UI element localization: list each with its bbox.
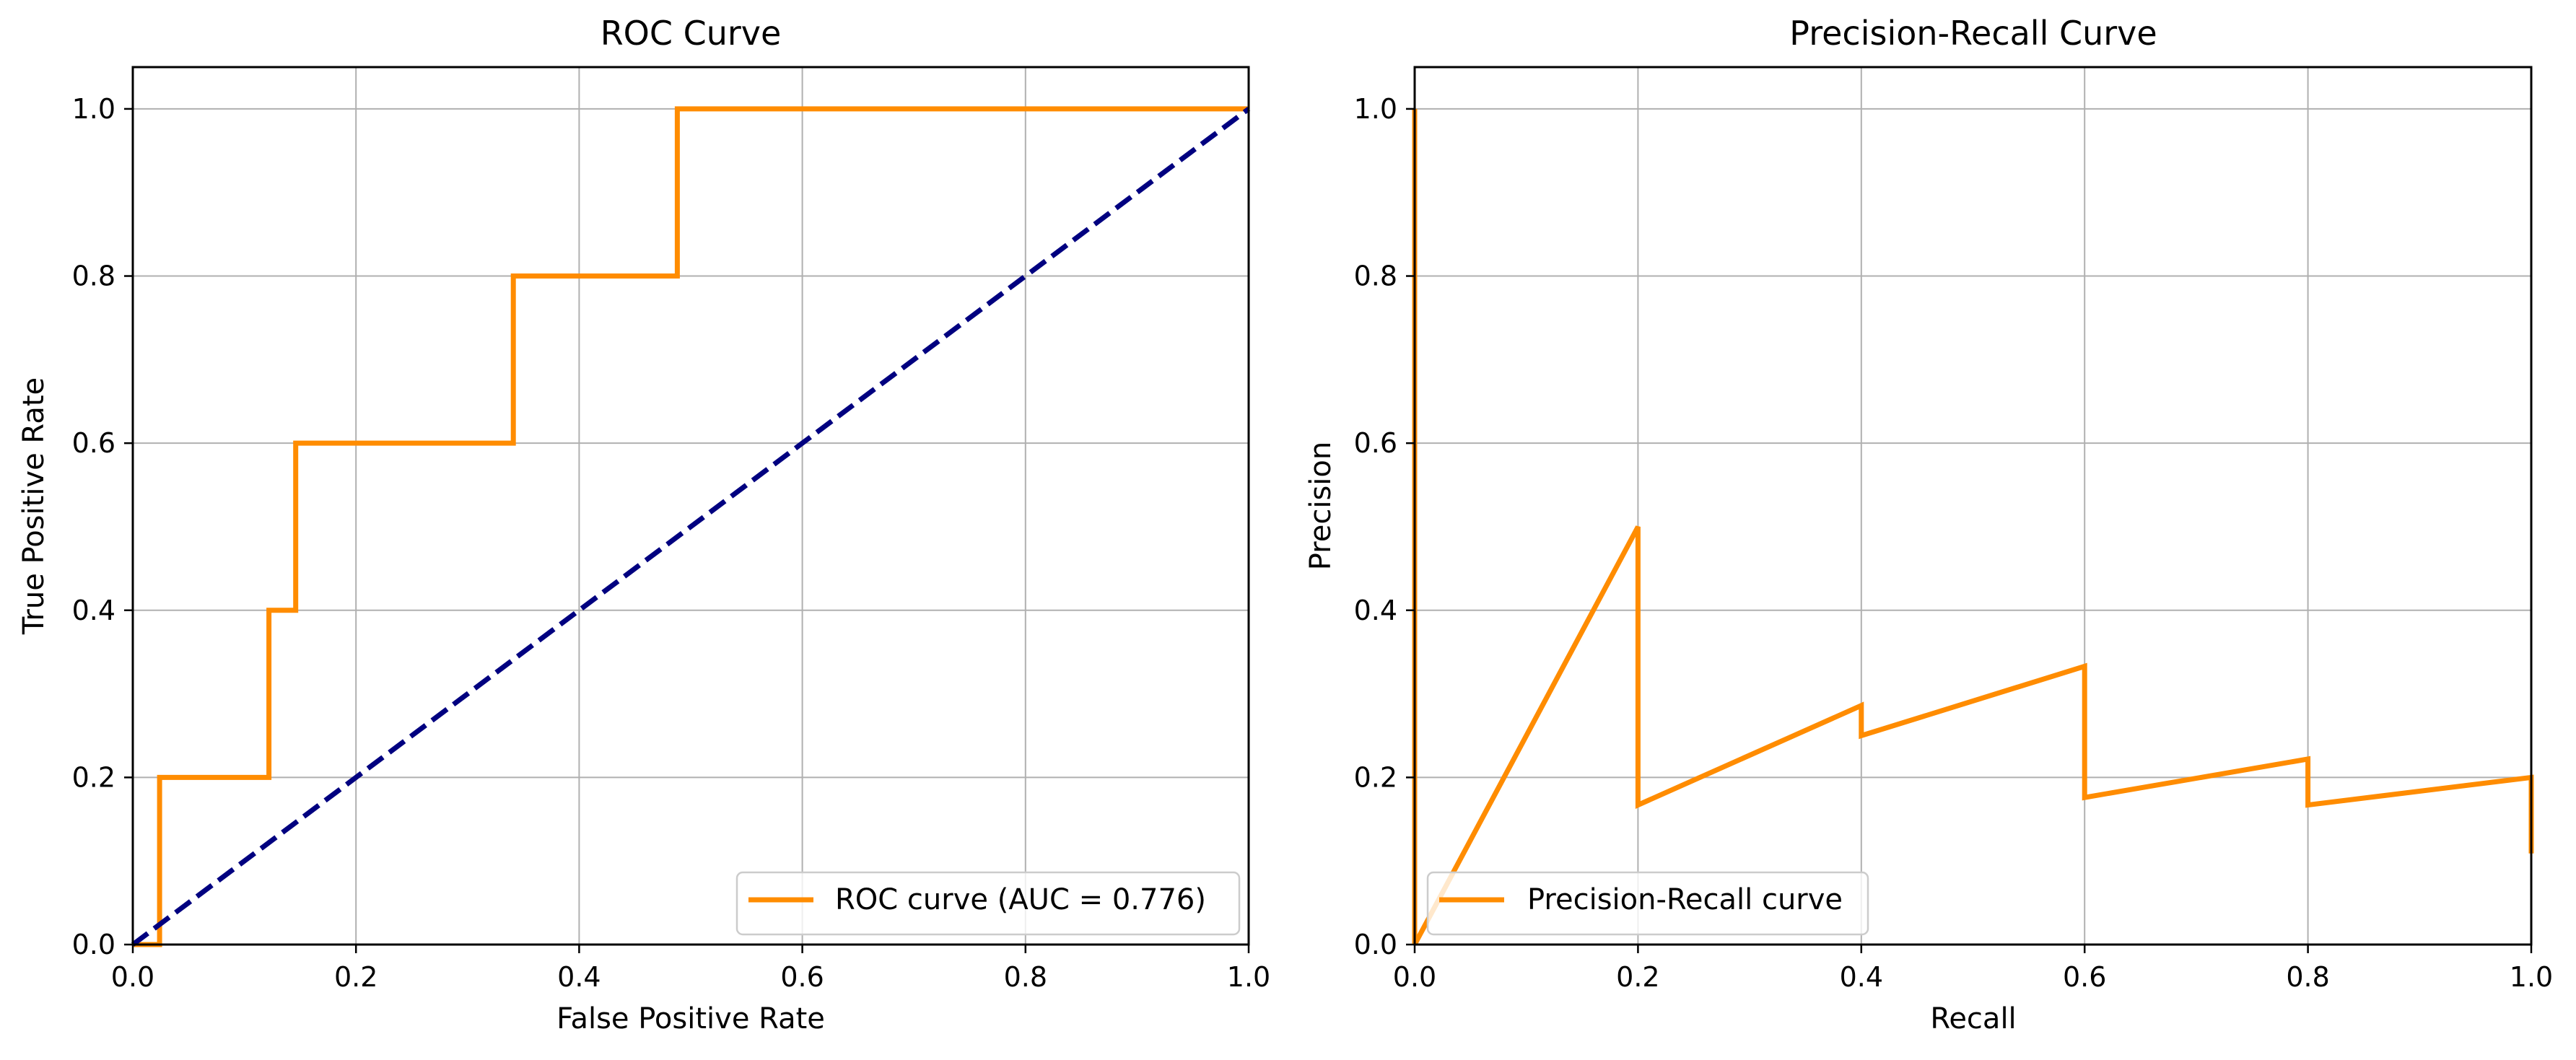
roc-grid	[132, 67, 1249, 945]
roc-x-tick-label: 0.6	[780, 961, 824, 993]
roc-legend-box	[735, 871, 1241, 936]
pr-x-tick-label: 0.6	[2063, 961, 2106, 993]
pr-x-tick-label: 0.0	[1393, 961, 1436, 993]
pr-series	[1412, 108, 2534, 946]
pr-y-tick-label: 0.2	[1354, 761, 1397, 793]
pr-x-tick-label: 0.8	[2286, 961, 2329, 993]
roc-y-tick-label: 0.2	[72, 761, 115, 793]
pr-legend-box	[1426, 871, 1869, 936]
roc-legend-label: ROC curve (AUC = 0.776)	[835, 883, 1206, 916]
roc-x-tick-label: 0.0	[111, 961, 154, 993]
roc-ticks: 0.0 0.2 0.4 0.6 0.8 1.0 0.0 0.2 0.4 0.6 0.8 1.0	[72, 93, 1271, 993]
roc-y-tick-label: 1.0	[72, 93, 115, 125]
pr-x-axis-label: Recall	[1930, 1002, 2016, 1035]
pr-x-tick-label: 0.4	[1840, 961, 1883, 993]
pr-y-tick-label: 0.6	[1354, 427, 1397, 459]
roc-x-axis-label: False Positive Rate	[556, 1002, 825, 1035]
pr-y-tick-label: 0.0	[1354, 929, 1397, 960]
pr-y-tick-label: 1.0	[1354, 93, 1397, 125]
pr-x-tick-label: 0.2	[1616, 961, 1659, 993]
pr-title: Precision-Recall Curve	[1789, 14, 2157, 53]
roc-y-tick-label: 0.4	[72, 595, 115, 626]
pr-x-tick-label: 1.0	[2510, 961, 2553, 993]
roc-panel: ROC Curve 0.0 0.2 0.4 0.6 0.8 1.0 0.0 0.2 0.4 0.6…	[17, 14, 1270, 1035]
pr-panel: Precision-Recall Curve 0.0 0.2 0.4 0.6 0.8 1.…	[1304, 14, 2553, 1035]
pr-legend-label: Precision-Recall curve	[1527, 883, 1843, 916]
roc-x-tick-label: 0.4	[557, 961, 601, 993]
roc-x-tick-label: 0.8	[1004, 961, 1047, 993]
roc-y-tick-label: 0.0	[72, 929, 115, 960]
roc-x-tick-label: 0.2	[334, 961, 377, 993]
pr-ticks: 0.0 0.2 0.4 0.6 0.8 1.0 0.0 0.2 0.4 0.6 0.8 1.0	[1354, 93, 2554, 993]
pr-grid	[1414, 67, 2532, 945]
roc-x-tick-label: 1.0	[1227, 961, 1270, 993]
pr-y-axis-label: Precision	[1304, 442, 1337, 570]
roc-y-tick-label: 0.6	[72, 427, 115, 459]
roc-y-axis-label: True Positive Rate	[17, 377, 51, 635]
roc-title: ROC Curve	[601, 14, 782, 53]
roc-y-tick-label: 0.8	[72, 260, 115, 292]
pr-legend: Precision-Recall curve	[1426, 871, 1869, 936]
pr-y-tick-label: 0.8	[1354, 260, 1397, 292]
roc-legend: ROC curve (AUC = 0.776)	[735, 871, 1241, 936]
roc-plot-frame	[131, 66, 1250, 946]
roc-series	[131, 106, 1251, 947]
roc-curve-line	[133, 106, 1249, 947]
roc-diagonal-reference-line	[131, 107, 1251, 947]
pr-curve-line	[1412, 108, 2534, 946]
pr-plot-frame	[1413, 66, 2533, 946]
pr-y-tick-label: 0.4	[1354, 595, 1397, 626]
